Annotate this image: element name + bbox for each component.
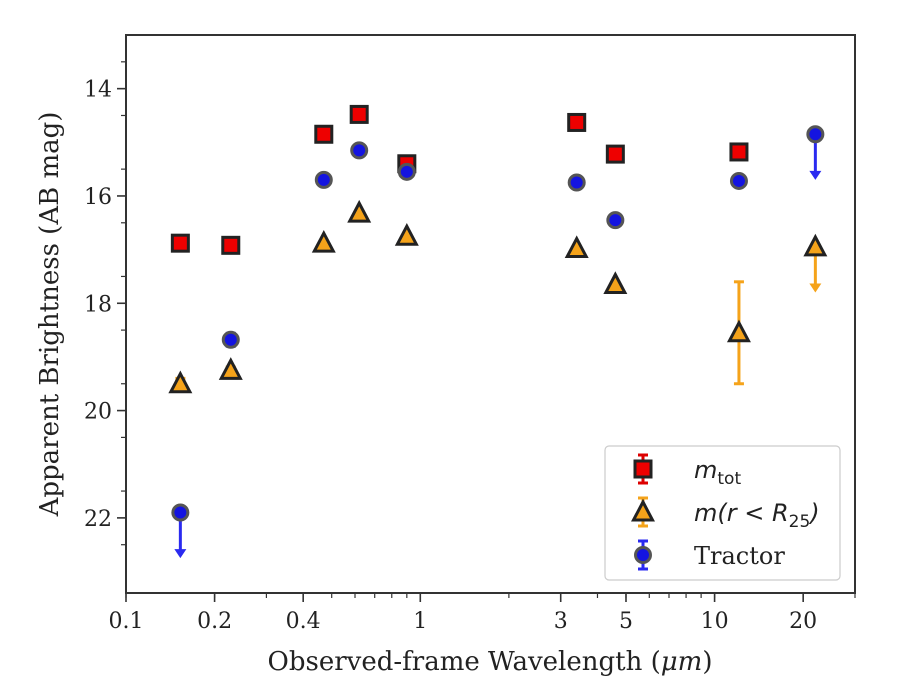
data-point-mtot (349, 104, 369, 124)
legend-marker-mr25 (631, 498, 655, 522)
data-point-mr25 (311, 229, 336, 253)
x-tick-label: 1 (413, 609, 427, 634)
data-point-tractor (806, 125, 825, 144)
series-mr25 (168, 199, 828, 394)
legend-marker-tractor (634, 546, 652, 564)
legend-label-mr25: m(r < R25) (694, 499, 820, 532)
data-point-tractor (606, 211, 625, 230)
legend: mtot m(r < R25) Tractor (604, 445, 841, 581)
data-point-mr25 (564, 235, 589, 259)
data-point-mr25 (726, 319, 751, 343)
x-tick-label: 3 (554, 609, 568, 634)
data-point-tractor (171, 503, 190, 522)
y-tick-label: 22 (84, 507, 112, 532)
data-point-tractor (397, 162, 416, 181)
data-point-mtot (605, 144, 625, 164)
legend-label-mtot: mtot (694, 456, 741, 489)
y-tick-label: 14 (84, 78, 112, 103)
x-axis-title: Observed-frame Wavelength (μm) (268, 647, 713, 677)
data-point-tractor (350, 141, 369, 160)
legend-label-tractor: Tractor (694, 542, 785, 570)
data-points (168, 104, 828, 559)
data-point-mr25 (603, 271, 628, 294)
data-point-mtot (221, 235, 241, 255)
data-point-mr25 (168, 370, 193, 394)
x-tick-label: 5 (619, 609, 633, 634)
axis-ticks: 0.1 0.2 0.4 1 3 5 10 20 14 16 18 20 22 (84, 61, 856, 634)
data-point-tractor (567, 173, 586, 192)
data-point-mtot (170, 233, 190, 253)
data-point-mtot (567, 112, 587, 132)
y-axis-title: Apparent Brightness (AB mag) (35, 112, 65, 518)
y-tick-label: 18 (84, 292, 112, 317)
x-tick-label: 10 (701, 609, 729, 634)
x-tick-label: 0.2 (197, 609, 232, 634)
x-tick-label: 0.4 (286, 609, 321, 634)
data-point-mtot (314, 124, 334, 144)
data-point-tractor (221, 330, 240, 349)
legend-marker-mtot (633, 459, 653, 479)
data-point-mr25 (347, 199, 372, 223)
data-point-mr25 (803, 233, 828, 257)
data-point-tractor (314, 170, 333, 189)
y-tick-label: 16 (84, 185, 112, 210)
data-point-mr25 (394, 222, 419, 246)
data-point-mtot (729, 142, 749, 162)
series-mtot (170, 104, 749, 255)
series-tractor (171, 125, 825, 559)
data-point-tractor (729, 171, 748, 190)
x-tick-label: 0.1 (109, 609, 144, 634)
y-tick-label: 20 (84, 400, 112, 425)
data-point-mr25 (218, 357, 243, 380)
legend-frame (604, 445, 841, 581)
plot-frame (125, 34, 856, 594)
x-tick-label: 20 (789, 609, 817, 634)
